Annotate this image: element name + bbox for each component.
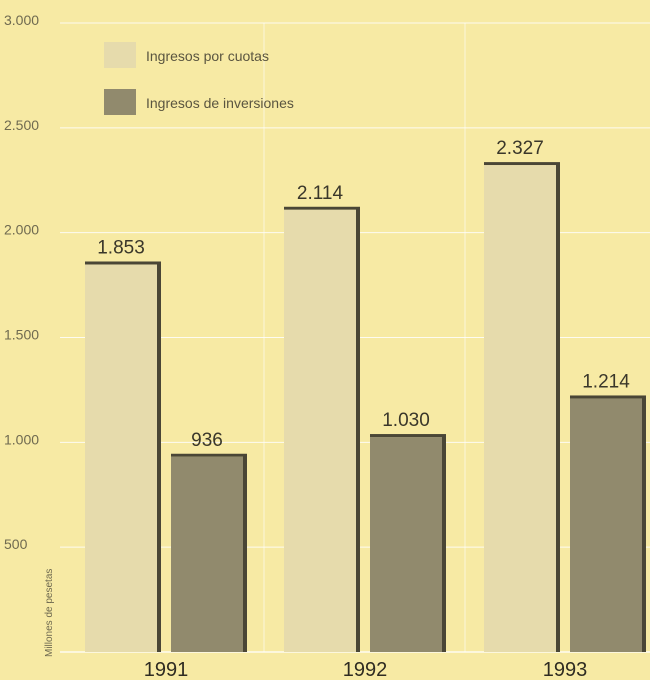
bar-shadow <box>642 397 646 652</box>
bar-shadow <box>556 164 560 653</box>
bar <box>484 165 556 653</box>
bar-shadow <box>157 263 161 652</box>
bar-value-label: 1.214 <box>582 371 630 392</box>
bar <box>370 437 442 652</box>
y-tick-label: 1.000 <box>4 431 39 447</box>
bar-top-edge <box>171 453 247 457</box>
bar <box>171 456 243 652</box>
bar-shadow <box>243 455 247 652</box>
x-axis-ticks: 1991 1992 1993 <box>144 659 588 680</box>
bar-top-edge <box>570 395 646 399</box>
y-tick-label: 3.000 <box>4 12 39 28</box>
bar-shadow <box>442 436 446 652</box>
x-tick-label: 1992 <box>343 659 388 680</box>
legend-label-0: Ingresos por cuotas <box>146 48 269 64</box>
x-tick-label: 1993 <box>543 659 588 680</box>
bar-top-edge <box>284 206 360 210</box>
y-axis-label: Millones de pesetas <box>44 569 55 657</box>
legend: Ingresos por cuotas Ingresos de inversio… <box>104 42 294 115</box>
bar-shadow <box>356 208 360 653</box>
y-tick-label: 2.000 <box>4 222 39 238</box>
bar-value-label: 2.114 <box>297 183 344 204</box>
bars: 1.853 936 2.114 1.030 2.327 1.214 <box>85 138 646 653</box>
bar-value-label: 1.030 <box>382 410 430 431</box>
bar-top-edge <box>370 434 446 438</box>
y-tick-label: 2.500 <box>4 117 39 133</box>
x-tick-label: 1991 <box>144 659 189 680</box>
bar <box>85 264 157 652</box>
bar-value-label: 2.327 <box>496 138 544 159</box>
legend-label-1: Ingresos de inversiones <box>146 95 294 111</box>
bar <box>284 209 356 653</box>
y-tick-label: 500 <box>4 536 28 552</box>
bar-top-edge <box>85 261 161 265</box>
legend-swatch-1 <box>104 89 136 115</box>
bar <box>570 398 642 652</box>
bar-top-edge <box>484 162 560 166</box>
y-tick-label: 1.500 <box>4 327 39 343</box>
legend-swatch-0 <box>104 42 136 68</box>
y-axis-ticks: 500 1.000 1.500 2.000 2.500 3.000 <box>4 12 39 552</box>
bar-value-label: 1.853 <box>97 237 145 258</box>
bar-value-label: 936 <box>191 430 223 451</box>
